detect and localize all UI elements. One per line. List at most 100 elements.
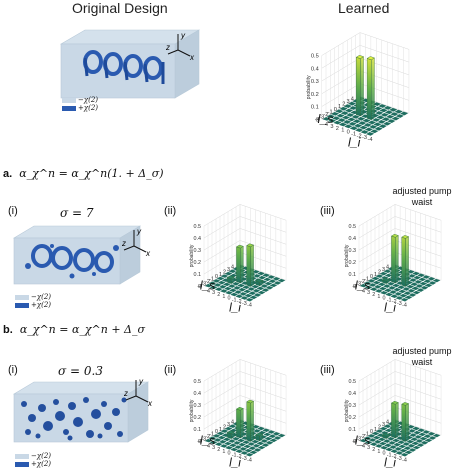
floor-cell — [377, 437, 386, 442]
floor-cell — [245, 298, 254, 302]
floor-cell — [379, 441, 387, 446]
chart-bars — [381, 233, 410, 287]
li-tick-label: 1 — [222, 449, 225, 455]
floor-cell — [225, 290, 233, 295]
floor-cell — [423, 279, 432, 283]
li-tick-label: -4 — [247, 303, 252, 309]
zaxis-tick-label: 0.2 — [349, 415, 357, 421]
floor-cell — [333, 120, 342, 125]
floor-cell — [233, 286, 241, 290]
floor-cell — [234, 290, 242, 294]
floor-cell — [379, 286, 387, 291]
floor-cell — [277, 278, 286, 283]
chart-grid: 0 0.1 0.2 0.3 0.4 0.5 probability — [306, 32, 410, 123]
legend-top: −χ(2) +χ(2) — [62, 96, 98, 112]
floor-cell — [261, 443, 270, 447]
ls-tick-label: 2 — [342, 102, 345, 108]
floor-cell — [256, 286, 265, 291]
ls-tick-label: -4 — [352, 284, 357, 290]
floor-cell — [384, 443, 392, 448]
zaxis-tick-label: 0.5 — [311, 54, 319, 60]
floor-cell — [220, 274, 229, 278]
floor-cell — [377, 119, 386, 124]
zaxis-tick-label: 0.1 — [194, 427, 202, 433]
axis-x-label: x — [147, 399, 153, 408]
ls-tick-label: 0 — [215, 274, 218, 280]
floor-cell — [331, 111, 340, 116]
ls-tick-label: -4 — [197, 284, 202, 290]
floor-cell — [420, 286, 429, 290]
li-tick-label: -4 — [367, 137, 372, 143]
header-original-design: Original Design — [72, 0, 168, 16]
floor-cell — [253, 448, 262, 452]
floor-cell — [388, 441, 396, 445]
floor-cell — [214, 287, 223, 291]
floor-cell — [409, 278, 417, 282]
floor-cell — [237, 283, 245, 288]
legend-a: −χ(2) +χ(2) — [15, 293, 51, 309]
bar-top — [235, 244, 244, 249]
floor-cell — [417, 273, 425, 278]
panel-b-ii-label: (ii) — [164, 364, 177, 376]
floor-cell — [248, 291, 257, 295]
floor-cell — [253, 274, 261, 278]
floor-cell — [232, 437, 240, 441]
chart-bars — [226, 399, 264, 442]
floor-cell — [407, 289, 416, 293]
floor-cell — [225, 445, 233, 450]
floor-cell — [392, 283, 400, 288]
floor-cell — [332, 116, 341, 121]
panel-b-iii-label: (iii) — [320, 364, 335, 376]
floor-cell — [248, 446, 257, 450]
floor-cell — [428, 281, 437, 285]
floor-cell — [252, 289, 261, 293]
ls-tick-label: 1 — [219, 427, 222, 433]
floor-cell — [360, 130, 369, 134]
ls-axis-label: l_s — [318, 112, 334, 126]
floor-cell — [416, 443, 425, 447]
legend-swatch-pos — [15, 461, 29, 467]
bar-face — [366, 58, 372, 121]
floor-cell — [408, 293, 417, 297]
floor-cell — [260, 439, 269, 443]
floor-cell — [337, 118, 346, 122]
floor-cell — [369, 125, 378, 129]
crystal-a — [12, 225, 142, 285]
floor-cell — [379, 108, 388, 113]
bar-top — [255, 278, 264, 283]
floor-cell — [277, 433, 286, 438]
floor-cell — [399, 448, 408, 453]
zaxis-tick-label: 0.3 — [311, 79, 319, 85]
floor-cell — [415, 439, 424, 443]
bar-top — [381, 432, 390, 437]
section-a-header: a. α_χ^n = α_χ^n(1. + Δ_σ) — [3, 167, 164, 180]
section-a-equation: α_χ^n = α_χ^n(1. + Δ_σ) — [19, 167, 164, 180]
floor-cell — [418, 277, 427, 282]
section-b-note: adjusted pump waist — [392, 346, 452, 367]
floor-cell — [384, 273, 393, 278]
floor-cell — [357, 116, 366, 121]
floor-cell — [383, 439, 391, 443]
floor-cell — [249, 450, 258, 455]
floor-cell — [364, 285, 373, 290]
floor-cell — [252, 425, 260, 429]
li-tick-label: -4 — [402, 303, 407, 309]
ls-tick-label: 2 — [378, 424, 381, 430]
li-tick-label: 1 — [377, 449, 380, 455]
bar-top — [390, 400, 399, 405]
bar-face — [391, 402, 396, 439]
floor-cell — [228, 439, 236, 443]
floor-cell — [379, 271, 388, 276]
legend-swatch-neg — [62, 97, 76, 103]
bar — [381, 432, 390, 439]
floor-cell — [209, 285, 218, 290]
floor-cell — [389, 445, 397, 449]
li-tick-label: 0 — [228, 296, 231, 302]
floor-cell — [242, 285, 250, 290]
floor-cell — [367, 120, 377, 125]
floor-cell — [383, 269, 392, 274]
